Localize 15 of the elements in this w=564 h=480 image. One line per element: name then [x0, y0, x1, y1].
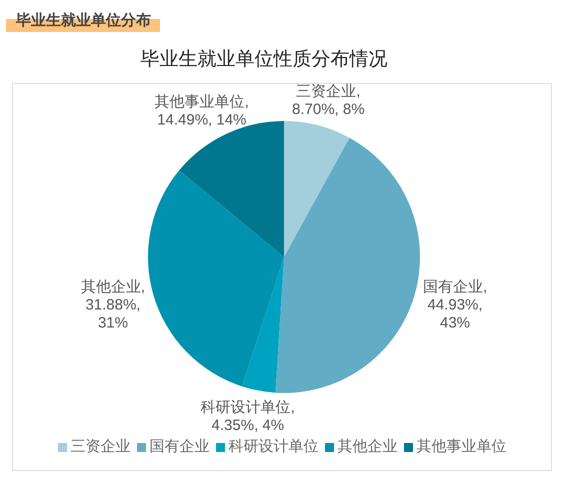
legend-label: 三资企业: [70, 437, 130, 457]
legend-label: 其他事业单位: [416, 437, 506, 457]
pie-slice: [284, 121, 350, 257]
pie-slice: [148, 170, 284, 386]
pie-slice: [275, 138, 420, 393]
data-label: 科研设计单位, 4.35%, 4%: [200, 399, 295, 434]
data-label: 其他事业单位, 14.49%, 14%: [154, 93, 249, 128]
legend-label: 其他企业: [338, 437, 398, 457]
pie-slice: [242, 257, 284, 393]
data-label: 其他企业, 31.88%, 31%: [80, 278, 146, 332]
data-label: 国有企业, 44.93%, 43%: [422, 278, 488, 332]
legend-label: 国有企业: [150, 437, 210, 457]
data-label: 三资企业, 8.70%, 8%: [292, 83, 365, 118]
chart-subtitle: 毕业生就业单位性质分布情况: [140, 48, 388, 72]
legend-label: 科研设计单位: [228, 437, 318, 457]
